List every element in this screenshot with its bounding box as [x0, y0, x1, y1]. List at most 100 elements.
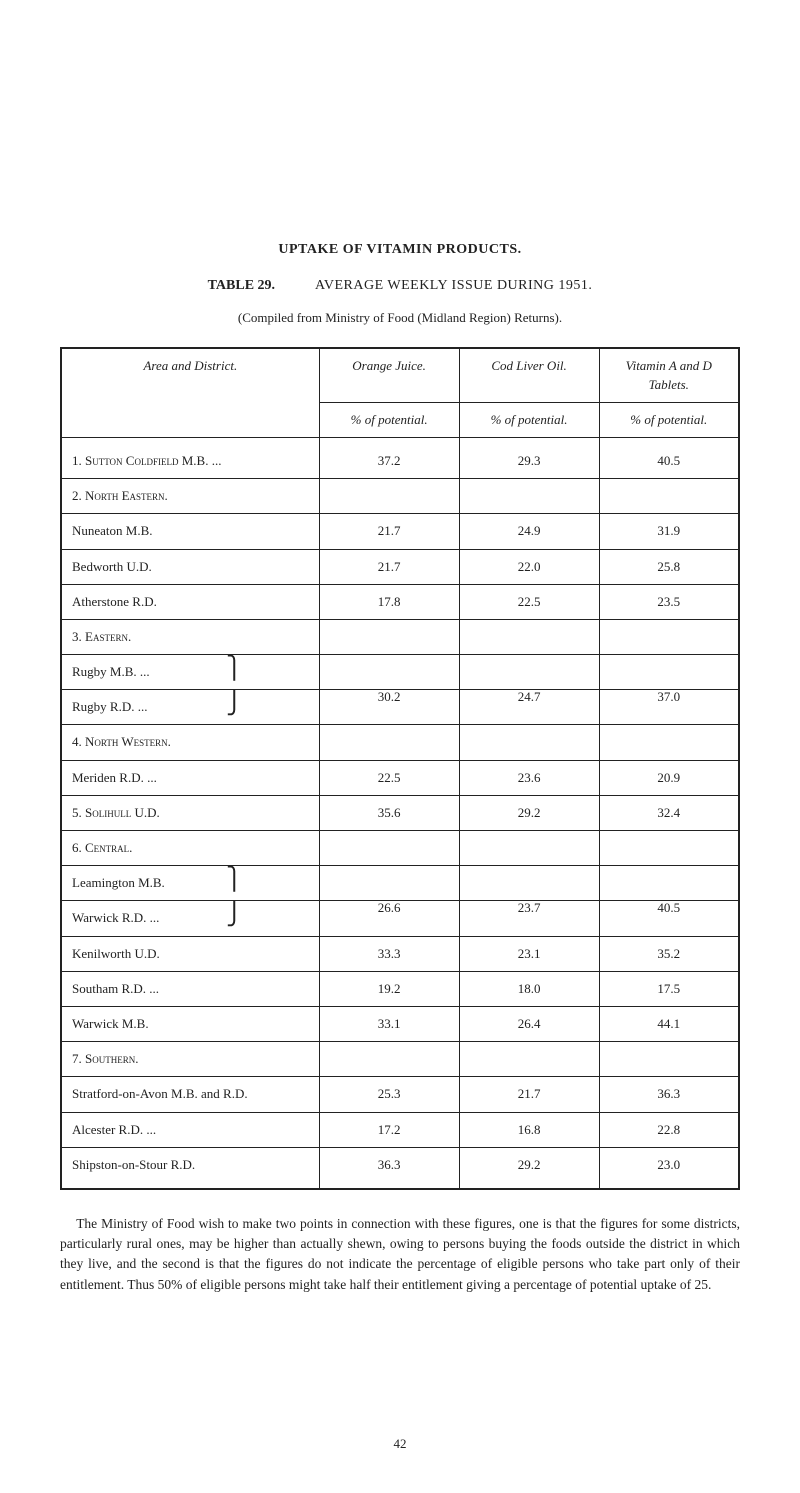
value-cell: 23.1 [459, 936, 599, 971]
area-cell: Shipston-on-Stour R.D. [61, 1147, 319, 1189]
vitamin-table: Area and District. Orange Juice. Cod Liv… [60, 347, 740, 1190]
table-body: 1. Sutton Coldfield M.B. ...37.229.340.5… [61, 437, 739, 1188]
value-cell: 20.9 [599, 760, 739, 795]
table-row: 7. Southern. [61, 1042, 739, 1077]
value-cell: 21.7 [459, 1077, 599, 1112]
area-cell: 3. Eastern. [61, 619, 319, 654]
value-cell [459, 1042, 599, 1077]
area-cell: 6. Central. [61, 831, 319, 866]
brace-icon: ⎫ [226, 653, 243, 684]
value-cell: 23.0 [599, 1147, 739, 1189]
value-cell [599, 725, 739, 760]
area-label: Warwick R.D. ... [72, 910, 159, 925]
table-label: TABLE 29. [208, 276, 275, 296]
area-cell: 7. Southern. [61, 1042, 319, 1077]
table-row: Stratford-on-Avon M.B. and R.D.25.321.73… [61, 1077, 739, 1112]
area-cell: Rugby R.D. ... ⎭ [61, 690, 319, 725]
value-cell [319, 831, 459, 866]
area-cell: Meriden R.D. ... [61, 760, 319, 795]
area-label: 7. Southern. [72, 1051, 138, 1066]
value-cell: 22.5 [459, 584, 599, 619]
value-cell: 40.5 [599, 437, 739, 478]
heading-block: UPTAKE OF VITAMIN PRODUCTS. TABLE 29. AV… [60, 240, 740, 327]
value-cell: 29.3 [459, 437, 599, 478]
area-cell: 2. North Eastern. [61, 479, 319, 514]
th-pct-1: % of potential. [319, 402, 459, 437]
value-cell: 26.6 [319, 891, 459, 926]
value-cell: 23.7 [459, 891, 599, 926]
area-label: 6. Central. [72, 840, 132, 855]
value-cell: 23.5 [599, 584, 739, 619]
area-cell: Bedworth U.D. [61, 549, 319, 584]
table-row: Warwick R.D. ...⎭26.623.740.5 [61, 901, 739, 936]
area-cell: Kenilworth U.D. [61, 936, 319, 971]
area-label: Alcester R.D. ... [72, 1122, 156, 1137]
value-cell [459, 725, 599, 760]
table-row: 4. North Western. [61, 725, 739, 760]
value-cell: 17.5 [599, 971, 739, 1006]
th-pct-3: % of potential. [599, 402, 739, 437]
th-orange: Orange Juice. [319, 348, 459, 402]
area-cell: Warwick R.D. ...⎭ [61, 901, 319, 936]
brace-icon: ⎫ [226, 864, 243, 895]
table-row: Alcester R.D. ...17.216.822.8 [61, 1112, 739, 1147]
table-row: 2. North Eastern. [61, 479, 739, 514]
table-row: Meriden R.D. ...22.523.620.9 [61, 760, 739, 795]
value-cell [459, 479, 599, 514]
table-row: Rugby R.D. ...⎭30.224.737.0 [61, 690, 739, 725]
value-cell [319, 725, 459, 760]
value-cell: 18.0 [459, 971, 599, 1006]
th-area: Area and District. [61, 348, 319, 437]
value-cell: 44.1 [599, 1006, 739, 1041]
table-row: Bedworth U.D.21.722.025.8 [61, 549, 739, 584]
value-cell: 25.3 [319, 1077, 459, 1112]
table-row: 1. Sutton Coldfield M.B. ...37.229.340.5 [61, 437, 739, 478]
value-cell: 31.9 [599, 514, 739, 549]
area-cell: Rugby M.B. ... ⎫ [61, 655, 319, 690]
value-cell: 30.2 [319, 680, 459, 715]
area-cell: Leamington M.B. ⎫ [61, 866, 319, 901]
value-cell: 24.7 [459, 680, 599, 715]
value-cell [599, 619, 739, 654]
area-label: Rugby R.D. ... [72, 699, 147, 714]
value-cell: 29.2 [459, 1147, 599, 1189]
area-label: Rugby M.B. ... [72, 664, 150, 679]
area-label: 3. Eastern. [72, 629, 131, 644]
table-row: Warwick M.B.33.126.444.1 [61, 1006, 739, 1041]
area-cell: 4. North Western. [61, 725, 319, 760]
value-cell: 32.4 [599, 795, 739, 830]
area-label: Stratford-on-Avon M.B. and R.D. [72, 1086, 248, 1101]
area-label: Bedworth U.D. [72, 559, 152, 574]
table-label-row: TABLE 29. AVERAGE WEEKLY ISSUE DURING 19… [60, 276, 740, 296]
main-title: UPTAKE OF VITAMIN PRODUCTS. [60, 240, 740, 260]
value-cell: 22.0 [459, 549, 599, 584]
table-row: Atherstone R.D.17.822.523.5 [61, 584, 739, 619]
subtitle: AVERAGE WEEKLY ISSUE DURING 1951. [315, 276, 592, 296]
area-label: Leamington M.B. [72, 875, 165, 890]
value-cell: 35.6 [319, 795, 459, 830]
value-cell: 37.2 [319, 437, 459, 478]
area-label: Southam R.D. ... [72, 981, 159, 996]
value-cell: 22.8 [599, 1112, 739, 1147]
table-row: Kenilworth U.D.33.323.135.2 [61, 936, 739, 971]
value-cell [319, 1042, 459, 1077]
value-cell [459, 831, 599, 866]
table-row: Nuneaton M.B.21.724.931.9 [61, 514, 739, 549]
table-row: 6. Central. [61, 831, 739, 866]
value-cell [319, 619, 459, 654]
area-label: 2. North Eastern. [72, 488, 168, 503]
value-cell: 23.6 [459, 760, 599, 795]
value-cell: 22.5 [319, 760, 459, 795]
value-cell [599, 1042, 739, 1077]
value-cell: 35.2 [599, 936, 739, 971]
table-row: Shipston-on-Stour R.D.36.329.223.0 [61, 1147, 739, 1189]
table-row: 5. Solihull U.D.35.629.232.4 [61, 795, 739, 830]
value-cell [599, 831, 739, 866]
area-cell: Nuneaton M.B. [61, 514, 319, 549]
brace-icon: ⎭ [226, 688, 243, 719]
value-cell: 40.5 [599, 891, 739, 926]
area-label: Nuneaton M.B. [72, 523, 153, 538]
value-cell: 25.8 [599, 549, 739, 584]
value-cell: 33.3 [319, 936, 459, 971]
th-vitamin: Vitamin A and D Tablets. [599, 348, 739, 402]
